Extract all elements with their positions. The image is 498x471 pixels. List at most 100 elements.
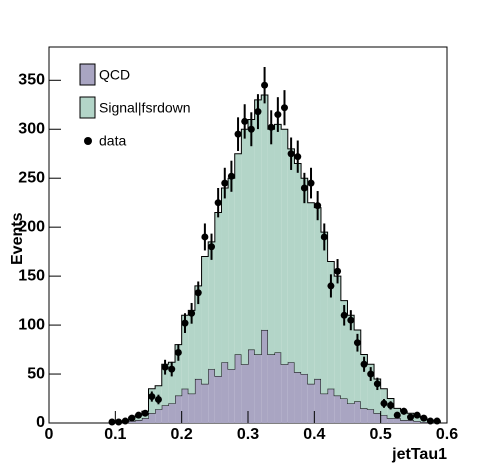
- bar: [234, 354, 242, 423]
- bar: [221, 188, 229, 363]
- bar: [221, 362, 229, 423]
- data-point: [201, 233, 209, 241]
- bar: [287, 148, 295, 363]
- bar: [347, 315, 355, 404]
- bar: [267, 354, 275, 423]
- bar: [248, 119, 255, 350]
- bar: [181, 315, 189, 389]
- bar: [287, 362, 295, 423]
- x-tick-label: 0.2: [171, 426, 193, 443]
- bar: [141, 418, 149, 423]
- data-point: [433, 417, 441, 425]
- y-axis-label: Events: [9, 212, 26, 265]
- data-point: [135, 411, 143, 419]
- data-point: [360, 360, 368, 368]
- bar: [334, 395, 341, 423]
- data-point: [347, 316, 355, 324]
- bar: [400, 420, 408, 423]
- bar: [320, 232, 328, 394]
- bar: [340, 300, 348, 399]
- bar: [208, 241, 215, 370]
- bar: [393, 418, 401, 423]
- data-point: [387, 401, 395, 409]
- bar: [181, 388, 189, 423]
- bar: [234, 153, 242, 355]
- data-point: [287, 150, 295, 158]
- bar: [354, 401, 361, 423]
- bar: [374, 413, 381, 423]
- data-point: [148, 393, 156, 401]
- bar: [175, 395, 182, 423]
- legend-marker: [84, 137, 92, 145]
- legend-swatch: [79, 63, 96, 86]
- data-point: [274, 111, 282, 119]
- bar: [254, 99, 262, 355]
- data-point: [141, 409, 149, 417]
- data-point: [426, 417, 434, 425]
- bar: [161, 405, 169, 423]
- y-tick-label: 300: [18, 120, 45, 137]
- bar: [294, 372, 302, 423]
- bar: [228, 369, 235, 423]
- data-point: [261, 81, 269, 89]
- data-point: [280, 104, 288, 112]
- bar: [188, 393, 195, 423]
- data-point: [121, 417, 129, 425]
- data-point: [300, 184, 308, 192]
- y-tick-label: 250: [18, 169, 45, 186]
- bar: [380, 415, 388, 423]
- data-point: [128, 414, 136, 422]
- bar: [161, 364, 169, 406]
- legend-label: QCD: [99, 67, 130, 83]
- data-point: [254, 108, 262, 116]
- data-point: [234, 130, 242, 138]
- data-point: [314, 202, 322, 210]
- data-point: [294, 153, 302, 161]
- bar: [367, 409, 375, 423]
- bar: [175, 344, 182, 396]
- bar: [208, 369, 215, 423]
- y-tick-label: 0: [36, 414, 45, 431]
- y-tick-label: 350: [18, 72, 45, 89]
- data-point: [380, 399, 388, 407]
- bar: [314, 378, 321, 423]
- data-point: [334, 267, 342, 275]
- x-tick-label: 0.1: [104, 426, 126, 443]
- bar: [194, 378, 202, 423]
- bar: [307, 383, 315, 423]
- x-tick-label: 0.4: [303, 426, 325, 443]
- bar: [155, 409, 162, 423]
- legend-label: data: [99, 133, 126, 149]
- bar: [168, 362, 176, 404]
- bar: [307, 202, 315, 384]
- bar: [413, 421, 421, 423]
- data-point: [168, 365, 176, 373]
- data-point: [327, 282, 335, 290]
- data-point: [373, 380, 381, 388]
- data-point: [208, 243, 216, 251]
- data-point: [400, 407, 408, 415]
- y-tick-label: 50: [27, 365, 45, 382]
- data-point: [247, 125, 255, 133]
- bar: [314, 207, 321, 379]
- bar: [407, 420, 414, 423]
- y-tick-label: 200: [18, 218, 45, 235]
- data-point: [108, 418, 116, 426]
- y-tick-label: 100: [18, 316, 45, 333]
- data-point: [420, 414, 428, 422]
- bar: [301, 374, 308, 423]
- bar: [214, 212, 222, 376]
- bar: [281, 364, 288, 423]
- bar: [334, 276, 341, 396]
- data-point: [267, 123, 275, 131]
- x-tick-label: 0.3: [237, 426, 259, 443]
- x-tick-label: 0.5: [370, 426, 392, 443]
- bar: [340, 398, 348, 423]
- y-tick-label: 150: [18, 267, 45, 284]
- bar: [327, 261, 335, 389]
- bar: [201, 383, 209, 423]
- bar: [281, 129, 288, 365]
- bar: [188, 310, 195, 394]
- bar: [261, 329, 268, 423]
